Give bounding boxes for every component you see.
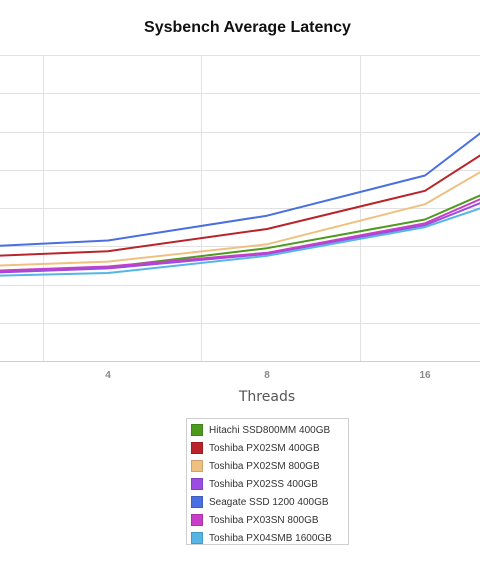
legend-label: Toshiba PX02SS 400GB — [209, 478, 318, 490]
legend-label: Toshiba PX02SM 800GB — [209, 460, 320, 472]
legend-item: Hitachi SSD800MM 400GB — [187, 421, 348, 439]
x-tick-label-8: 8 — [264, 370, 270, 381]
legend-swatch — [191, 424, 203, 436]
legend-swatch — [191, 478, 203, 490]
legend-label: Seagate SSD 1200 400GB — [209, 496, 329, 508]
legend-swatch — [191, 496, 203, 508]
series-line-seagate-ssd-1200-400gb — [0, 132, 480, 247]
legend-label: Toshiba PX02SM 400GB — [209, 442, 320, 454]
x-axis-title: Threads — [238, 389, 295, 405]
legend-swatch — [191, 442, 203, 454]
chart-title: Sysbench Average Latency — [144, 19, 351, 36]
legend-item: Seagate SSD 1200 400GB — [187, 493, 348, 511]
x-tick-label-4: 4 — [105, 370, 111, 381]
legend-item: Toshiba PX04SMB 1600GB — [187, 529, 348, 547]
x-tick-label-16: 16 — [419, 370, 431, 381]
legend-label: Toshiba PX04SMB 1600GB — [209, 532, 332, 544]
legend-swatch — [191, 532, 203, 544]
series-line-toshiba-px04smb-1600gb — [0, 207, 480, 277]
series-lines — [0, 132, 480, 277]
x-axis-ticks: 4 8 16 — [105, 370, 431, 381]
grid — [0, 55, 480, 362]
legend-item: Toshiba PX03SN 800GB — [187, 511, 348, 529]
series-line-toshiba-px02sm-400gb — [0, 154, 480, 257]
series-line-toshiba-px02sm-800gb — [0, 171, 480, 267]
legend-label: Hitachi SSD800MM 400GB — [209, 424, 331, 436]
legend-label: Toshiba PX03SN 800GB — [209, 514, 319, 526]
series-line-toshiba-px02ss-400gb — [0, 202, 480, 274]
legend-item: Toshiba PX02SS 400GB — [187, 475, 348, 493]
legend-item: Toshiba PX02SM 800GB — [187, 457, 348, 475]
series-line-toshiba-px03sn-800gb — [0, 198, 480, 272]
legend-item: Toshiba PX02SM 400GB — [187, 439, 348, 457]
legend-swatch — [191, 514, 203, 526]
legend-swatch — [191, 460, 203, 472]
legend: Hitachi SSD800MM 400GB Toshiba PX02SM 400… — [186, 418, 349, 545]
